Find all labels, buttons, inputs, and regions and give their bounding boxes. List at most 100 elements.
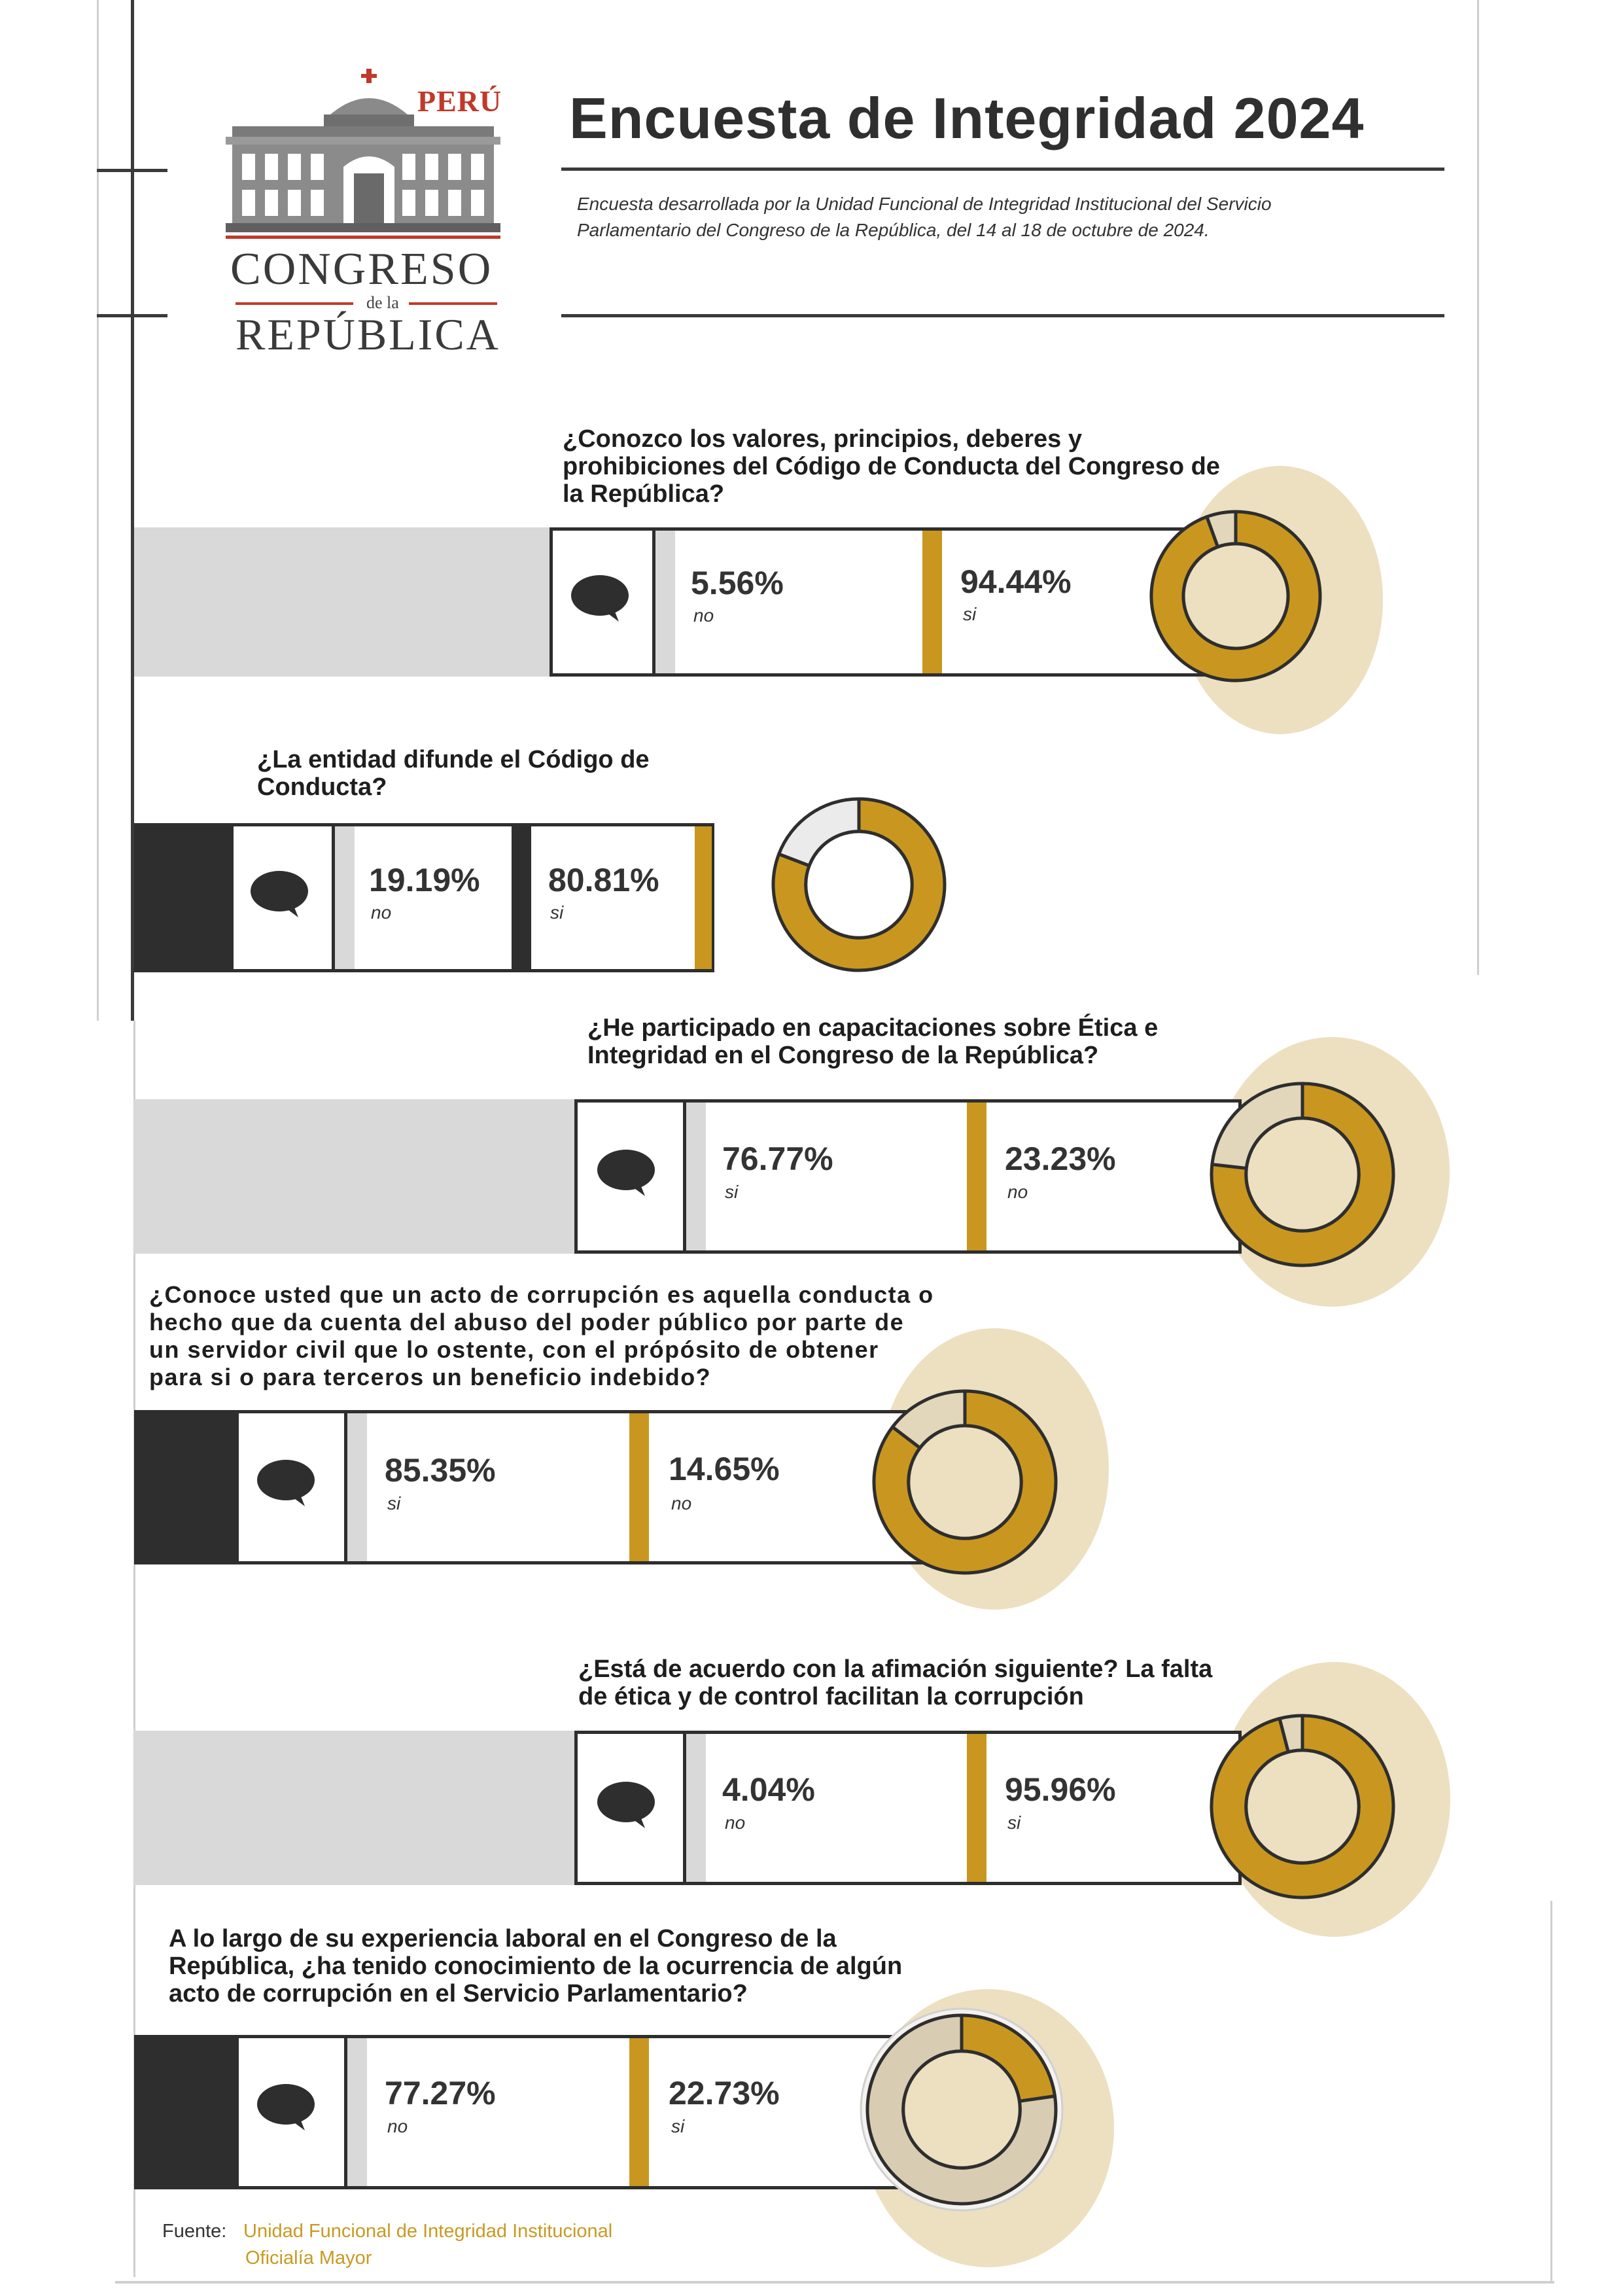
question-4-value-0: 85.35% <box>385 1452 496 1489</box>
question-5-box <box>574 1731 1242 1885</box>
question-2-no-accent <box>335 826 355 969</box>
question-1-label-1: si <box>963 604 977 624</box>
speech-bubble-icon <box>597 1782 655 1828</box>
question-6-value-1: 22.73% <box>669 2075 780 2111</box>
question-3-text: ¿He participado en capacitaciones sobre … <box>587 1014 1159 1069</box>
logo-line2-text: REPÚBLICA <box>236 309 500 359</box>
question-3-label-0: si <box>725 1182 739 1202</box>
speech-bubble-icon <box>571 575 629 622</box>
question-4-text: ¿Conoce usted que un acto de corrupción … <box>149 1281 934 1390</box>
question-4-label-0: si <box>387 1493 401 1513</box>
logo-line1-text: CONGRESO <box>230 244 493 294</box>
question-6-no-accent <box>347 2038 367 2186</box>
question-2-divider-a <box>332 823 335 972</box>
question-3-no-accent <box>967 1103 986 1250</box>
frame-right-line-lower <box>1550 1901 1552 2282</box>
question-4-divider <box>344 1410 347 1564</box>
question-6-box <box>236 2035 922 2189</box>
question-3-box <box>574 1099 1242 1254</box>
question-4-box <box>236 1410 929 1564</box>
question-1-divider <box>652 527 655 677</box>
question-1-donut <box>1149 510 1322 682</box>
question-1-text: ¿Conozco los valores, principios, debere… <box>563 425 1220 508</box>
subtitle-underline <box>561 314 1444 317</box>
frame-left-line-lower <box>133 1021 135 2277</box>
question-5-label-0: no <box>725 1812 746 1833</box>
question-5-donut <box>1210 1714 1395 1899</box>
question-5-si-accent <box>967 1734 986 1882</box>
question-6-value-0: 77.27% <box>385 2075 496 2111</box>
page-title: Encuesta de Integridad 2024 <box>569 86 1365 150</box>
question-2-si-accent <box>512 823 531 972</box>
speech-bubble-icon <box>597 1150 655 1196</box>
frame-tick-top <box>97 169 167 172</box>
question-6-donut <box>860 2007 1064 2212</box>
frame-left-line-outer <box>97 0 99 1021</box>
question-6-label-0: no <box>387 2116 408 2136</box>
question-4-no-accent <box>629 1413 649 1561</box>
question-5-divider <box>683 1731 686 1885</box>
question-6-text: A lo largo de su experiencia laboral en … <box>169 1925 903 2007</box>
frame-bottom-line <box>115 2281 1554 2284</box>
logo-small-text: de la <box>366 293 399 312</box>
congress-building-icon <box>226 69 500 232</box>
footer-source-line2: Oficialía Mayor <box>245 2248 372 2269</box>
question-3-value-0: 76.77% <box>722 1140 833 1177</box>
speech-bubble-icon <box>251 871 308 917</box>
question-2-value-1: 80.81% <box>548 862 659 898</box>
title-underline <box>561 168 1444 171</box>
question-5-label-1: si <box>1007 1812 1021 1833</box>
page-subtitle: Encuesta desarrollada por la Unidad Func… <box>577 194 1272 240</box>
question-2-donut <box>771 797 947 972</box>
question-1-side-bar <box>134 527 553 677</box>
question-1-si-accent <box>922 531 942 673</box>
question-4-value-1: 14.65% <box>669 1451 780 1487</box>
frame-right-line <box>1477 0 1479 975</box>
question-4-donut <box>872 1389 1058 1575</box>
question-6-label-1: si <box>671 2116 685 2136</box>
question-4-si-accent <box>347 1413 367 1561</box>
question-1-box <box>550 527 1210 677</box>
question-3-divider <box>683 1099 686 1254</box>
question-1-no-accent <box>655 531 675 673</box>
question-5-value-1: 95.96% <box>1005 1771 1116 1808</box>
footer-label: Fuente: <box>162 2221 227 2242</box>
question-3-side-bar <box>134 1099 579 1254</box>
question-2-box <box>230 823 714 972</box>
question-1-value-0: 5.56% <box>691 565 784 601</box>
question-5-side-bar <box>134 1731 579 1885</box>
frame-tick-bottom <box>97 314 167 317</box>
question-5-text: ¿Está de acuerdo con la afimación siguie… <box>578 1655 1213 1710</box>
logo-red-line-mid-right <box>409 302 497 305</box>
question-2-label-1: si <box>550 902 564 923</box>
question-4-label-1: no <box>671 1493 692 1513</box>
donut-hole <box>1181 542 1290 650</box>
question-1-label-0: no <box>693 605 714 626</box>
donut-hole <box>1244 1748 1361 1865</box>
donut-hole <box>1244 1116 1361 1233</box>
logo-country-text: PERÚ <box>417 84 502 118</box>
question-2-side-bar <box>134 823 232 972</box>
question-2-text: ¿La entidad difunde el Código de Conduct… <box>257 746 650 801</box>
question-6-si-accent <box>629 2038 649 2186</box>
question-3-label-1: no <box>1007 1182 1028 1202</box>
donut-hole <box>901 2049 1022 2170</box>
question-4-side-bar <box>134 1410 239 1564</box>
question-1-value-1: 94.44% <box>960 563 1072 600</box>
donut-hole <box>907 1424 1023 1540</box>
question-3-donut <box>1210 1082 1395 1267</box>
question-3-value-1: 23.23% <box>1005 1140 1116 1177</box>
question-3-si-accent <box>686 1103 706 1250</box>
question-2-end-accent <box>695 826 712 969</box>
question-2-label-0: no <box>371 902 392 923</box>
logo-red-line-mid-left <box>236 302 353 305</box>
speech-bubble-icon <box>257 2084 315 2130</box>
question-6-side-bar <box>134 2035 239 2189</box>
frame-left-line <box>131 0 134 1021</box>
donut-hole <box>804 830 914 940</box>
speech-bubble-icon <box>257 1460 315 1506</box>
question-5-no-accent <box>686 1734 706 1882</box>
footer-source-line1: Unidad Funcional de Integridad Instituci… <box>243 2221 613 2242</box>
question-5-value-0: 4.04% <box>722 1771 815 1808</box>
question-6-divider <box>344 2035 347 2189</box>
